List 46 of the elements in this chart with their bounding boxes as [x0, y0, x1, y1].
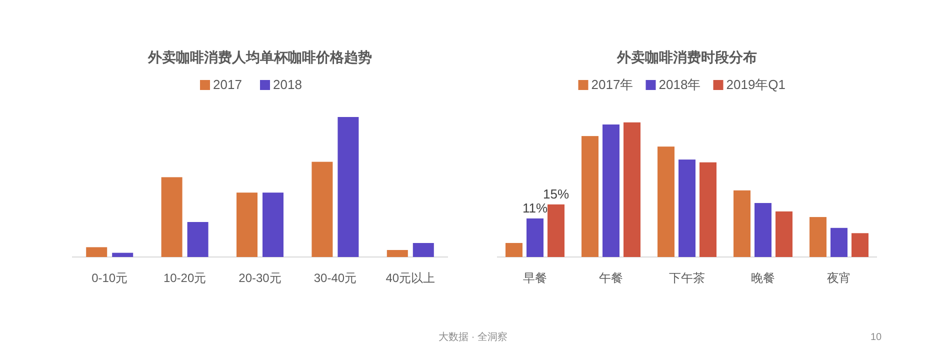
chart-title: 外卖咖啡消费人均单杯咖啡价格趋势	[147, 49, 372, 65]
bar	[624, 122, 640, 257]
bar	[412, 243, 434, 257]
x-tick-label: 30-40元	[314, 271, 357, 285]
x-tick-label: 午餐	[599, 271, 623, 285]
x-tick-label: 0-10元	[92, 271, 128, 285]
legend-label: 2019年Q1	[726, 77, 786, 92]
x-tick-label: 40元以上	[386, 271, 436, 285]
legend-label: 2017	[213, 77, 242, 92]
text: 10	[870, 332, 882, 343]
bar	[338, 117, 359, 257]
bar	[754, 203, 772, 257]
bar	[700, 162, 716, 257]
bar	[678, 160, 696, 257]
data-label: 11%	[522, 200, 548, 216]
x-tick-label: 夜宵	[827, 271, 851, 285]
bar	[776, 211, 792, 257]
bar	[506, 242, 522, 257]
bar	[658, 146, 674, 257]
bar	[526, 218, 544, 257]
bar	[86, 247, 108, 257]
bar	[161, 177, 182, 257]
chart-title: 外卖咖啡消费时段分布	[616, 49, 757, 65]
bar	[582, 136, 598, 257]
legend-label: 2018	[273, 77, 302, 92]
legend-label: 2017年	[591, 77, 634, 92]
bar	[112, 252, 134, 257]
data-label: 15%	[542, 186, 570, 202]
bar	[852, 233, 868, 257]
bar	[548, 204, 564, 257]
bar	[262, 192, 284, 257]
bar	[187, 222, 208, 257]
x-tick-label: 10-20元	[163, 271, 206, 285]
legend-label: 2018年	[658, 77, 701, 92]
bar	[602, 124, 620, 257]
bar	[830, 228, 848, 257]
x-tick-label: 下午茶	[669, 271, 705, 285]
bar	[312, 162, 333, 257]
bar	[386, 250, 408, 257]
x-tick-label: 20-30元	[238, 271, 282, 285]
x-tick-label: 晚餐	[751, 271, 775, 285]
text: 大数据 · 全洞察	[438, 331, 508, 343]
bar	[236, 192, 258, 257]
x-tick-label: 早餐	[523, 271, 547, 285]
bar	[810, 217, 826, 257]
bar	[734, 190, 750, 257]
